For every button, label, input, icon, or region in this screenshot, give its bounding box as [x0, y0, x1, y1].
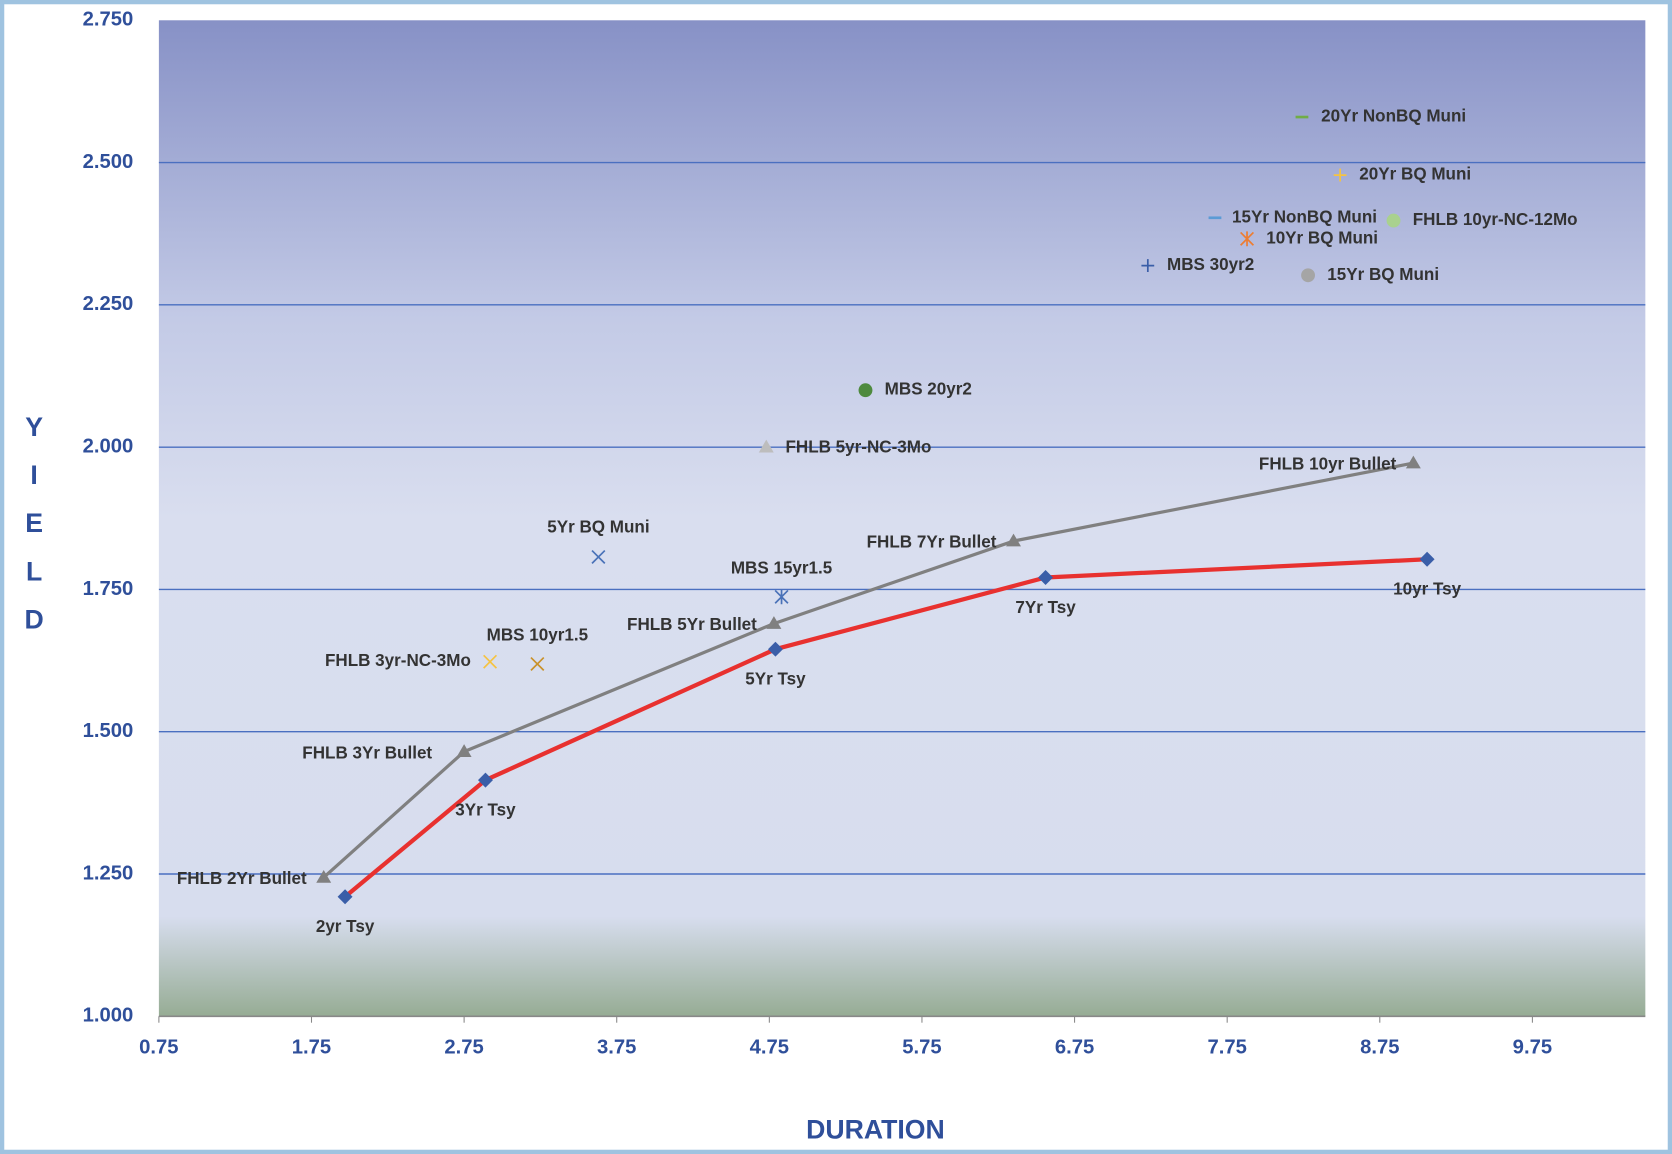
marker	[456, 744, 472, 757]
marker	[337, 889, 353, 905]
marker	[774, 589, 789, 605]
data-label: FHLB 5yr-NC-3Mo	[785, 438, 931, 457]
data-label: MBS 15yr1.5	[731, 559, 833, 578]
data-label: 20Yr BQ Muni	[1359, 165, 1471, 184]
marker	[530, 656, 545, 671]
y-tick-label: 2.250	[83, 293, 134, 315]
data-label: 2yr Tsy	[316, 917, 375, 936]
y-tick-label: 1.250	[83, 862, 134, 884]
marker	[858, 383, 873, 398]
data-label: FHLB 10yr-NC-12Mo	[1413, 210, 1578, 229]
marker	[1301, 268, 1315, 283]
data-label: 10yr Tsy	[1393, 580, 1461, 599]
data-label: 5Yr Tsy	[745, 670, 806, 689]
data-label: FHLB 3Yr Bullet	[302, 743, 432, 762]
x-tick-label: 0.75	[139, 1037, 178, 1059]
marker	[1006, 533, 1021, 547]
y-tick-label: 1.500	[83, 720, 134, 742]
data-label: MBS 10yr1.5	[487, 626, 589, 645]
data-label: FHLB 10yr Bullet	[1259, 455, 1397, 474]
x-tick-label: 6.75	[1055, 1037, 1094, 1059]
data-label: 10Yr BQ Muni	[1266, 228, 1378, 247]
data-label: FHLB 2Yr Bullet	[177, 869, 307, 888]
data-label: MBS 30yr2	[1167, 255, 1254, 274]
data-label: 15Yr BQ Muni	[1327, 265, 1439, 284]
y-tick-label: 2.750	[83, 9, 134, 31]
x-tick-label: 4.75	[750, 1037, 789, 1059]
x-tick-label: 2.75	[444, 1037, 483, 1059]
data-label: MBS 20yr2	[885, 380, 972, 399]
plot-area	[158, 20, 1646, 1017]
marker	[478, 772, 493, 788]
marker	[1386, 213, 1401, 228]
y-tick-label: 1.750	[83, 578, 134, 600]
x-axis-title: DURATION	[806, 1115, 945, 1145]
data-label: FHLB 5Yr Bullet	[627, 615, 757, 634]
x-tick-label: 8.75	[1360, 1037, 1399, 1059]
marker	[1141, 259, 1155, 272]
x-tick-label: 1.75	[292, 1037, 331, 1059]
y-tick-label: 2.000	[83, 435, 134, 457]
x-tick-label: 5.75	[902, 1037, 941, 1059]
marker	[1240, 231, 1255, 247]
y-tick-label: 1.000	[83, 1005, 134, 1027]
marker	[591, 549, 606, 564]
data-label: 20Yr NonBQ Muni	[1321, 107, 1466, 126]
y-tick-label: 2.500	[83, 151, 134, 173]
data-label: 3Yr Tsy	[455, 801, 516, 820]
data-label: 7Yr Tsy	[1015, 598, 1076, 617]
marker	[766, 616, 782, 629]
marker	[758, 439, 774, 453]
data-label: 5Yr BQ Muni	[547, 518, 649, 537]
x-tick-label: 7.75	[1207, 1037, 1246, 1059]
data-label: FHLB 3yr-NC-3Mo	[325, 651, 471, 670]
marker	[483, 654, 498, 669]
x-tick-label: 3.75	[597, 1037, 636, 1059]
x-tick-label: 9.75	[1513, 1037, 1552, 1059]
data-label: 15Yr NonBQ Muni	[1232, 207, 1377, 226]
marker	[316, 869, 332, 883]
marker	[1333, 168, 1347, 182]
data-label: FHLB 7Yr Bullet	[867, 533, 997, 552]
marker	[1405, 455, 1421, 469]
